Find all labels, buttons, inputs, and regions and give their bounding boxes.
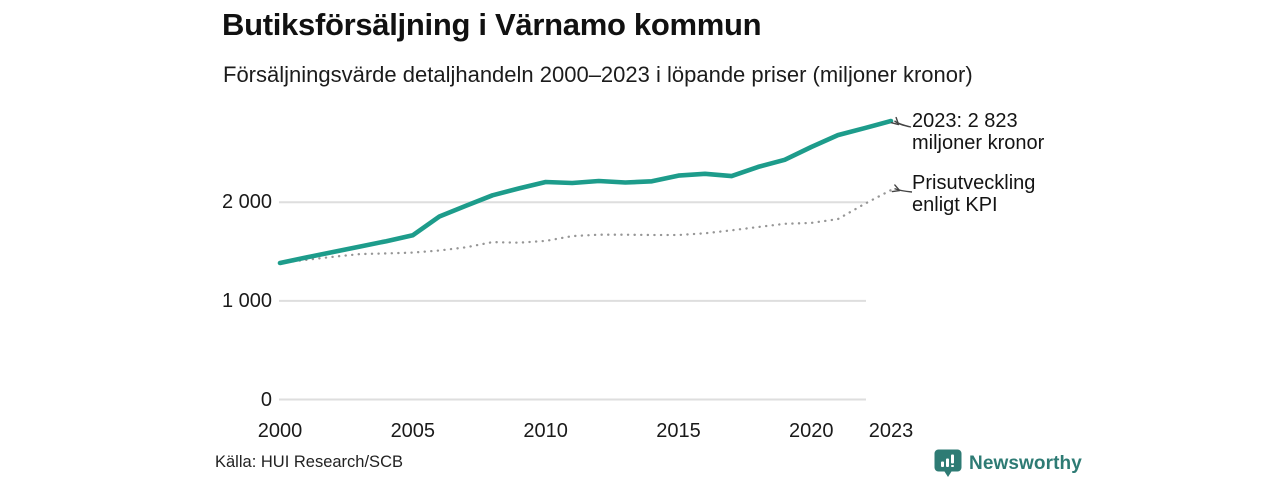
x-tick-label: 2000 bbox=[257, 420, 303, 442]
annotation-arrow-kpi bbox=[891, 184, 913, 193]
annotation-latest-value-line2: miljoner kronor bbox=[912, 132, 1045, 154]
x-tick-label: 2023 bbox=[868, 420, 914, 442]
newsworthy-brand: Newsworthy bbox=[934, 449, 1082, 478]
annotation-kpi-label-line2: enligt KPI bbox=[912, 194, 998, 216]
source-note: Källa: HUI Research/SCB bbox=[215, 453, 403, 471]
y-tick-label: 2 000 bbox=[221, 191, 272, 214]
x-tick-label: 2010 bbox=[523, 420, 568, 442]
y-tick-label: 0 bbox=[260, 388, 272, 411]
x-tick-label: 2005 bbox=[390, 420, 436, 442]
annotation-latest-value-line1: 2023: 2 823 bbox=[912, 110, 1018, 132]
chart-title: Butiksförsäljning i Värnamo kommun bbox=[222, 7, 762, 42]
newsworthy-brand-name: Newsworthy bbox=[969, 452, 1082, 474]
x-tick-label: 2015 bbox=[656, 420, 701, 442]
annotation-latest-value: 2023: 2 823 miljoner kronor bbox=[912, 110, 1044, 154]
annotation-arrow-sales bbox=[890, 116, 912, 128]
newsworthy-logo-icon bbox=[934, 449, 962, 477]
chart-subtitle: Försäljningsvärde detaljhandeln 2000–202… bbox=[223, 62, 973, 87]
y-tick-label: 1 000 bbox=[221, 289, 272, 312]
kpi-dotted-line bbox=[278, 188, 893, 265]
x-tick-label: 2020 bbox=[789, 420, 834, 442]
gridlines bbox=[279, 201, 866, 401]
sales-value-line bbox=[277, 118, 894, 266]
annotation-kpi-label: Prisutveckling enligt KPI bbox=[912, 172, 1035, 216]
annotation-kpi-label-line1: Prisutveckling bbox=[912, 172, 1036, 194]
